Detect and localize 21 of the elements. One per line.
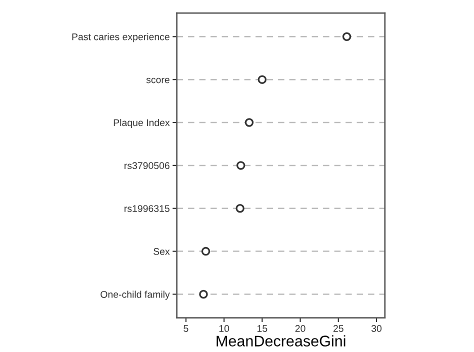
x-tick-label: 30 — [371, 325, 382, 332]
x-tick-label: 20 — [295, 325, 306, 332]
point — [199, 290, 208, 299]
x-tick-label: 25 — [333, 325, 344, 332]
y-tick-label: score — [146, 78, 170, 84]
point — [342, 32, 352, 42]
point — [236, 204, 244, 213]
x-tick-label: 5 — [184, 325, 188, 332]
point — [201, 246, 210, 256]
y-tick-label: Plaque Index — [114, 118, 170, 128]
point — [236, 161, 246, 170]
y-tick-label: One-child family — [100, 290, 170, 300]
x-tick-label: 10 — [219, 325, 230, 332]
y-tick-label: Past caries experience — [72, 33, 170, 42]
x-axis-title: MeanDecreaseGini — [216, 335, 346, 346]
y-tick-label: rs3790506 — [124, 162, 170, 170]
point — [258, 75, 267, 84]
x-tick-label: 15 — [258, 325, 268, 332]
point — [244, 118, 254, 127]
y-tick-label: Sex — [154, 248, 170, 255]
y-tick-label: rs1996315 — [124, 205, 170, 212]
